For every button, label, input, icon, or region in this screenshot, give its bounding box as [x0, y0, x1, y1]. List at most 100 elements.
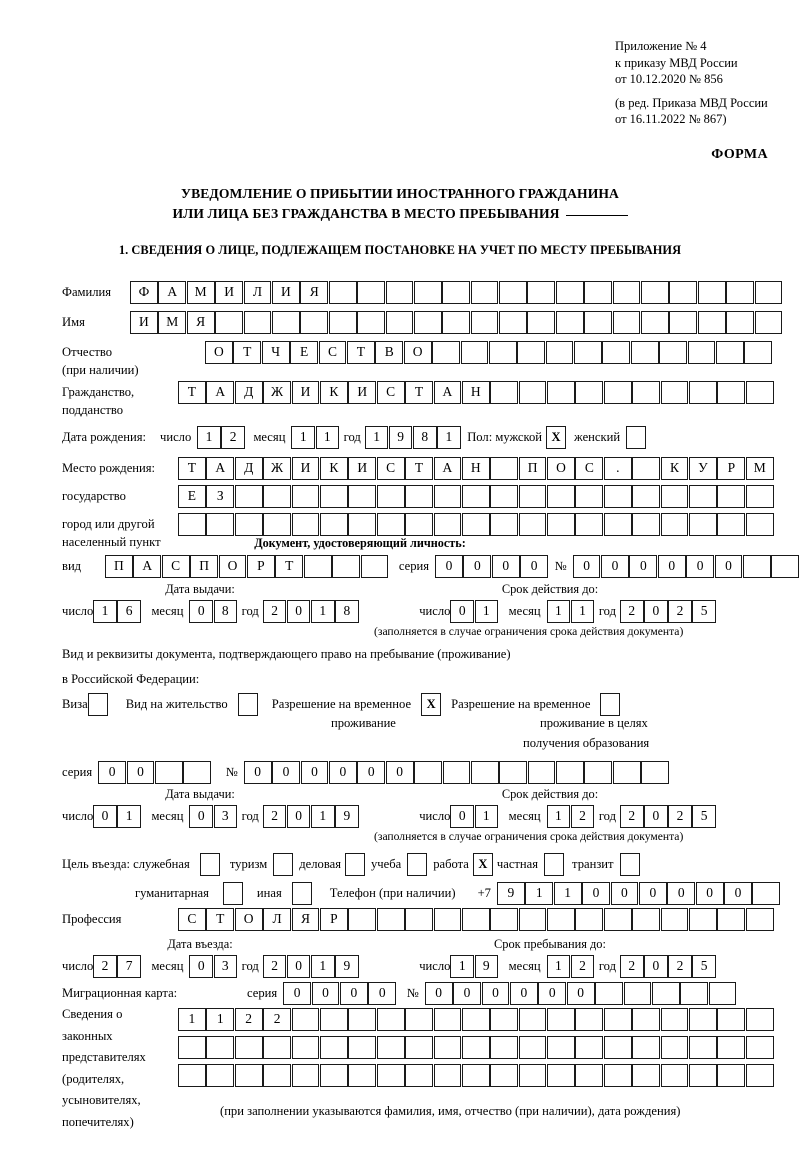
purpose-private-checkbox[interactable]: [544, 853, 565, 876]
char-cell[interactable]: [433, 1064, 462, 1087]
char-cell[interactable]: [291, 1064, 320, 1087]
char-cell[interactable]: А: [433, 457, 462, 480]
char-cell[interactable]: 2: [221, 426, 245, 449]
char-cell[interactable]: [641, 311, 669, 334]
char-cell[interactable]: [433, 908, 462, 931]
char-cell[interactable]: 0: [189, 805, 213, 828]
char-cell[interactable]: [376, 1036, 405, 1059]
char-cell[interactable]: 3: [213, 955, 238, 978]
birth-place-input-3[interactable]: [178, 513, 774, 536]
char-cell[interactable]: [575, 1036, 604, 1059]
char-cell[interactable]: 5: [692, 805, 716, 828]
char-cell[interactable]: 0: [481, 982, 510, 1005]
char-cell[interactable]: К: [660, 457, 689, 480]
char-cell[interactable]: [745, 381, 774, 404]
char-cell[interactable]: [717, 485, 746, 508]
char-cell[interactable]: [178, 1036, 206, 1059]
char-cell[interactable]: [518, 381, 547, 404]
char-cell[interactable]: [603, 908, 632, 931]
char-cell[interactable]: И: [215, 281, 243, 304]
char-cell[interactable]: О: [205, 341, 233, 364]
char-cell[interactable]: [547, 1036, 575, 1059]
char-cell[interactable]: 2: [570, 805, 595, 828]
char-cell[interactable]: Я: [300, 281, 329, 304]
char-cell[interactable]: 2: [668, 600, 692, 623]
char-cell[interactable]: 0: [283, 982, 311, 1005]
char-cell[interactable]: 1: [311, 805, 335, 828]
char-cell[interactable]: 1: [546, 955, 571, 978]
temp-residence-edu-checkbox[interactable]: [600, 693, 621, 716]
char-cell[interactable]: Я: [186, 311, 215, 334]
char-cell[interactable]: [319, 1008, 348, 1031]
char-cell[interactable]: 0: [724, 882, 752, 905]
char-cell[interactable]: [556, 761, 584, 784]
char-cell[interactable]: 1: [546, 805, 571, 828]
char-cell[interactable]: [659, 341, 688, 364]
char-cell[interactable]: 1: [197, 426, 221, 449]
char-cell[interactable]: [348, 1036, 377, 1059]
char-cell[interactable]: 0: [189, 600, 213, 623]
char-cell[interactable]: [348, 485, 377, 508]
char-cell[interactable]: 2: [262, 805, 287, 828]
char-cell[interactable]: [178, 1064, 206, 1087]
char-cell[interactable]: 0: [686, 555, 715, 578]
char-cell[interactable]: 5: [692, 600, 716, 623]
char-cell[interactable]: 0: [368, 982, 397, 1005]
char-cell[interactable]: 0: [610, 882, 639, 905]
char-cell[interactable]: [234, 513, 263, 536]
char-cell[interactable]: [584, 281, 613, 304]
purpose-tourism-checkbox[interactable]: [273, 853, 294, 876]
char-cell[interactable]: 9: [335, 955, 359, 978]
char-cell[interactable]: 1: [437, 426, 461, 449]
sex-male-checkbox[interactable]: X: [546, 426, 567, 449]
char-cell[interactable]: [433, 1008, 462, 1031]
char-cell[interactable]: Д: [234, 457, 263, 480]
char-cell[interactable]: П: [105, 555, 133, 578]
char-cell[interactable]: [518, 1036, 547, 1059]
char-cell[interactable]: 2: [234, 1008, 263, 1031]
legal-rep-input-2[interactable]: [178, 1036, 774, 1059]
char-cell[interactable]: И: [130, 311, 158, 334]
char-cell[interactable]: [319, 1036, 348, 1059]
char-cell[interactable]: [376, 1064, 405, 1087]
char-cell[interactable]: 0: [638, 882, 667, 905]
char-cell[interactable]: И: [271, 281, 300, 304]
char-cell[interactable]: [303, 555, 332, 578]
char-cell[interactable]: [413, 281, 442, 304]
char-cell[interactable]: [490, 1008, 519, 1031]
char-cell[interactable]: 0: [435, 555, 463, 578]
char-cell[interactable]: [754, 281, 783, 304]
char-cell[interactable]: [405, 1064, 433, 1087]
char-cell[interactable]: [499, 761, 528, 784]
char-cell[interactable]: [376, 485, 405, 508]
char-cell[interactable]: 0: [601, 555, 629, 578]
char-cell[interactable]: [651, 982, 680, 1005]
char-cell[interactable]: [575, 513, 604, 536]
char-cell[interactable]: А: [206, 457, 235, 480]
char-cell[interactable]: Т: [206, 908, 235, 931]
char-cell[interactable]: [660, 513, 689, 536]
char-cell[interactable]: [461, 485, 490, 508]
char-cell[interactable]: [575, 1064, 604, 1087]
char-cell[interactable]: [206, 1036, 235, 1059]
char-cell[interactable]: [555, 311, 584, 334]
char-cell[interactable]: 1: [525, 882, 554, 905]
char-cell[interactable]: А: [433, 381, 462, 404]
char-cell[interactable]: [602, 341, 631, 364]
char-cell[interactable]: [348, 513, 377, 536]
char-cell[interactable]: К: [319, 381, 348, 404]
char-cell[interactable]: 9: [388, 426, 413, 449]
char-cell[interactable]: [376, 908, 405, 931]
char-cell[interactable]: [432, 341, 460, 364]
temp-residence-checkbox[interactable]: X: [421, 693, 442, 716]
purpose-study-checkbox[interactable]: [407, 853, 428, 876]
char-cell[interactable]: О: [234, 908, 263, 931]
char-cell[interactable]: [405, 513, 433, 536]
purpose-official-checkbox[interactable]: [199, 853, 220, 876]
char-cell[interactable]: 0: [450, 600, 474, 623]
